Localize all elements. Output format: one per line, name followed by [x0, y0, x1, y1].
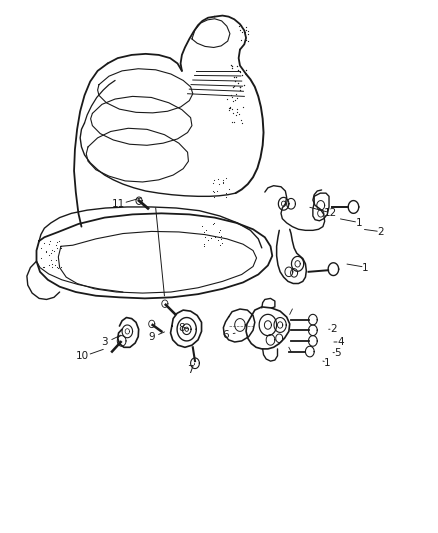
Text: 10: 10 — [76, 351, 89, 361]
Text: 1: 1 — [362, 263, 369, 272]
Text: 11: 11 — [112, 199, 125, 209]
Text: 7: 7 — [187, 365, 194, 375]
Text: 1: 1 — [355, 218, 362, 228]
Text: 2: 2 — [377, 227, 384, 237]
Text: 1: 1 — [324, 358, 331, 368]
Text: 2: 2 — [330, 324, 337, 334]
Text: 12: 12 — [324, 208, 337, 219]
Text: 5: 5 — [335, 348, 341, 358]
Text: 4: 4 — [337, 337, 344, 347]
Text: 9: 9 — [148, 332, 155, 342]
Text: 3: 3 — [101, 337, 108, 347]
Text: 6: 6 — [222, 329, 229, 340]
Text: 8: 8 — [179, 322, 185, 333]
